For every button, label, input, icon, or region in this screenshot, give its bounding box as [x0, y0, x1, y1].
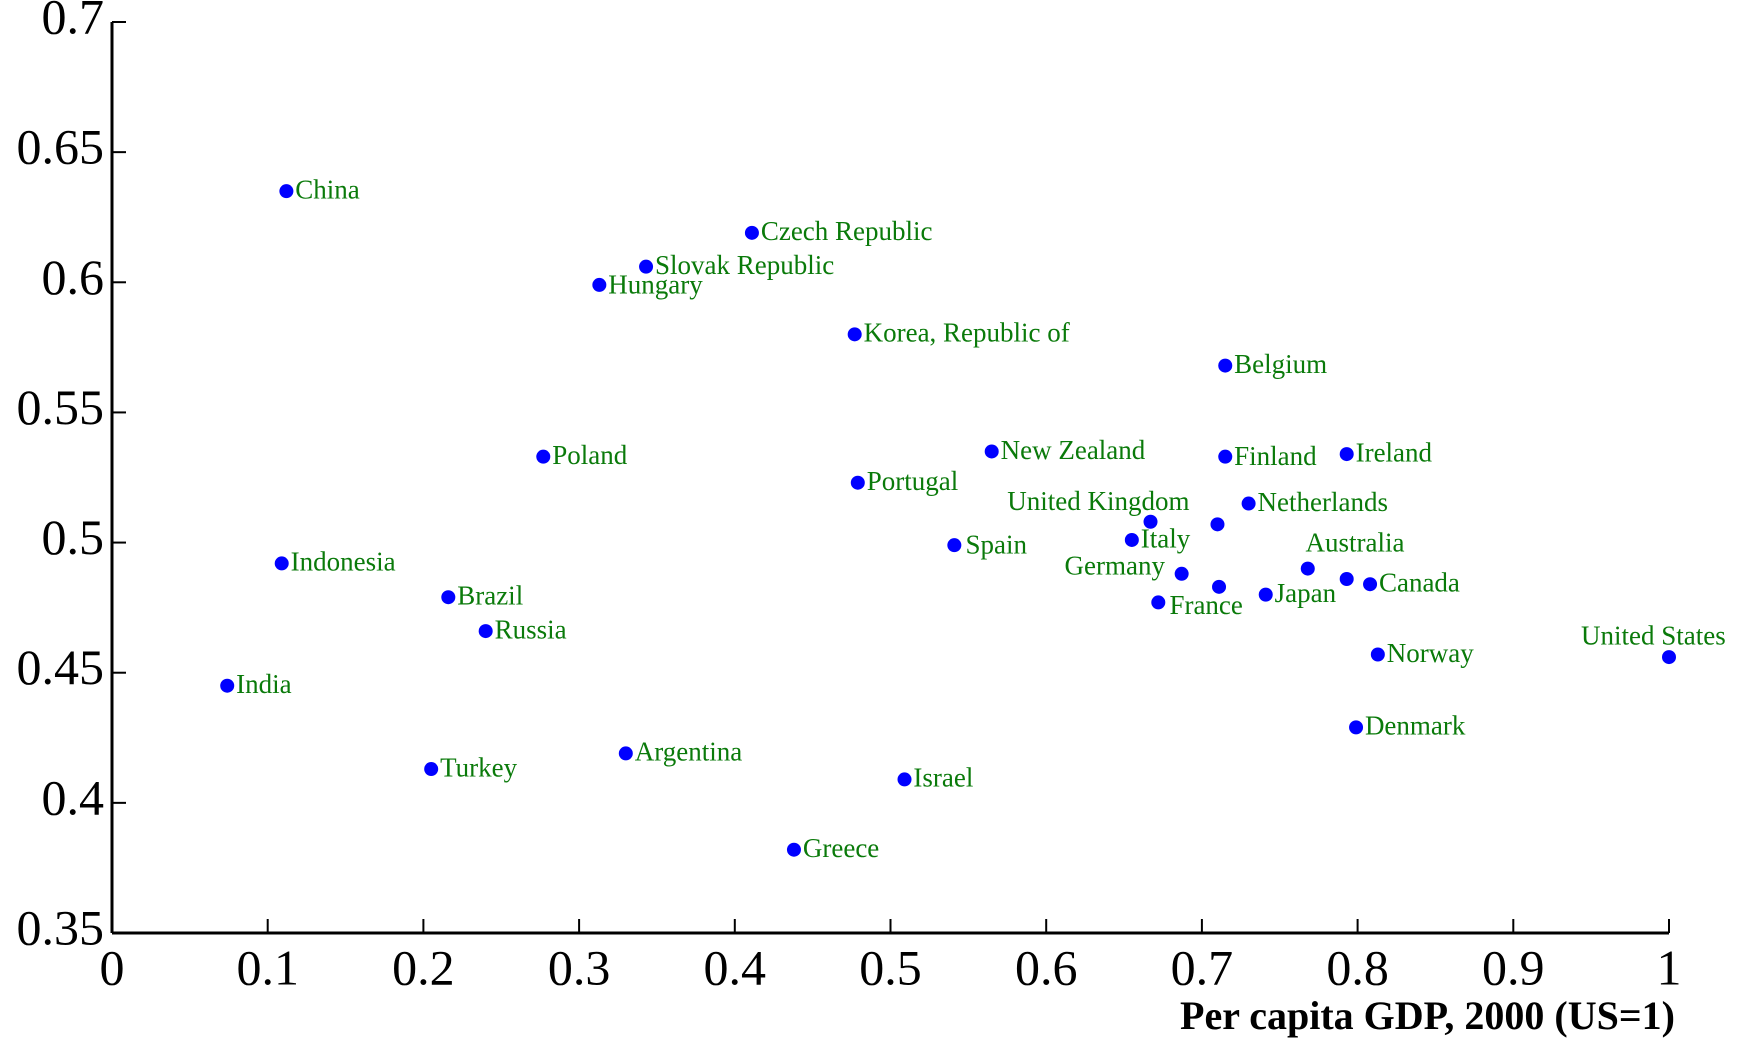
point-label: France — [1169, 590, 1242, 620]
point-label: Brazil — [457, 581, 523, 611]
y-tick-label: 0.7 — [42, 0, 105, 44]
point — [1241, 496, 1256, 511]
point — [220, 678, 235, 693]
point — [1339, 447, 1354, 462]
point — [1210, 517, 1225, 532]
point — [1349, 720, 1364, 735]
x-tick-label: 0.2 — [392, 939, 455, 995]
point-label: Russia — [495, 614, 567, 644]
point — [1218, 449, 1233, 464]
x-tick-label: 0.3 — [548, 939, 611, 995]
point — [786, 842, 801, 857]
point-label: Canada — [1379, 568, 1460, 598]
point-label: Greece — [803, 833, 879, 863]
point-label: Indonesia — [291, 547, 396, 577]
point — [424, 762, 439, 777]
point-label: Israel — [913, 763, 973, 793]
y-tick-label: 0.5 — [42, 509, 105, 565]
point-label: Belgium — [1234, 349, 1327, 379]
point — [536, 449, 551, 464]
point — [618, 746, 633, 761]
point — [1218, 358, 1233, 373]
point-label: China — [295, 175, 360, 205]
point-label: Argentina — [635, 737, 742, 767]
point-label: Denmark — [1365, 711, 1466, 741]
y-tick-label: 0.45 — [17, 639, 105, 695]
point-label: Slovak Republic — [655, 250, 834, 280]
point — [441, 590, 456, 605]
point — [850, 475, 865, 490]
point — [744, 225, 759, 240]
y-tick-label: 0.55 — [17, 379, 105, 435]
point — [1339, 572, 1354, 587]
point-label: Finland — [1234, 441, 1317, 471]
point — [1151, 595, 1166, 610]
point — [639, 259, 654, 274]
point — [592, 277, 607, 292]
x-tick-label: 0.1 — [236, 939, 299, 995]
point — [1143, 514, 1158, 529]
x-tick-label: 0.8 — [1326, 939, 1389, 995]
point-label: United Kingdom — [1007, 486, 1189, 516]
point — [1212, 579, 1227, 594]
point — [847, 327, 862, 342]
point — [1300, 561, 1315, 576]
point-label: India — [236, 669, 291, 699]
point-label: Turkey — [440, 752, 518, 782]
point-label: Portugal — [867, 466, 959, 496]
y-tick-label: 0.35 — [17, 899, 105, 955]
y-tick-label: 0.6 — [42, 249, 105, 305]
y-tick-label: 0.4 — [42, 769, 105, 825]
point — [274, 556, 289, 571]
y-tick-label: 0.65 — [17, 119, 105, 175]
x-tick-label: 0.5 — [859, 939, 922, 995]
point — [947, 538, 962, 553]
x-axis-title: Per capita GDP, 2000 (US=1) — [1180, 993, 1675, 1038]
point-label: Hungary — [608, 269, 703, 299]
x-tick-label: 0 — [100, 939, 125, 995]
x-tick-label: 0.9 — [1482, 939, 1545, 995]
point-label: Spain — [965, 530, 1027, 560]
point-label: Germany — [1064, 550, 1165, 580]
point — [1662, 650, 1676, 665]
point-label: Netherlands — [1258, 487, 1388, 517]
point — [1363, 577, 1378, 592]
point-label: Italy — [1141, 523, 1191, 553]
point-label: Korea, Republic of — [864, 318, 1070, 348]
point — [1174, 566, 1189, 581]
x-tick-label: 0.4 — [704, 939, 767, 995]
point — [1124, 532, 1139, 547]
x-tick-label: 0.6 — [1015, 939, 1078, 995]
point-label: Czech Republic — [761, 216, 933, 246]
point — [478, 624, 493, 639]
point — [1258, 587, 1273, 602]
point-label: New Zealand — [1001, 435, 1146, 465]
point-label: Australia — [1306, 527, 1405, 557]
point-label: Ireland — [1356, 437, 1433, 467]
point-label: Japan — [1275, 578, 1337, 608]
point — [897, 772, 912, 787]
point-label: United States — [1581, 620, 1726, 650]
point — [984, 444, 999, 459]
point — [279, 184, 294, 199]
point-label: Norway — [1387, 638, 1474, 668]
x-tick-label: 0.7 — [1171, 939, 1234, 995]
point — [1370, 647, 1385, 662]
point-label: Poland — [552, 440, 628, 470]
x-tick-label: 1 — [1657, 939, 1682, 995]
